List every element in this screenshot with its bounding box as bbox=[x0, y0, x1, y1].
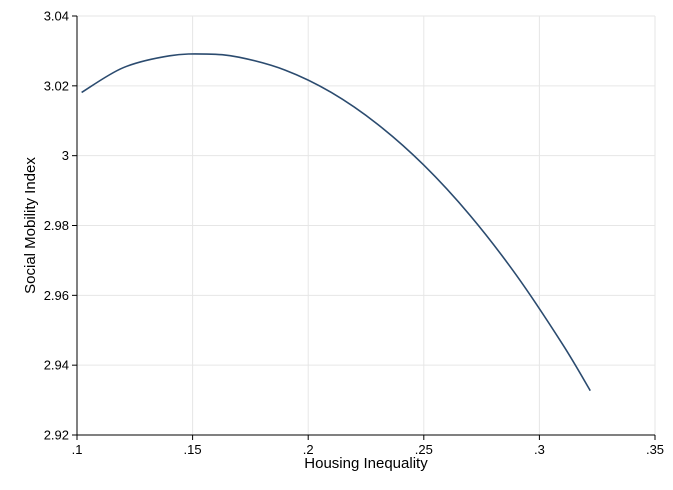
y-tick-label: 2.96 bbox=[44, 288, 69, 303]
x-tick-label: .15 bbox=[184, 442, 202, 457]
y-tick-label: 2.94 bbox=[44, 358, 69, 373]
grid-lines bbox=[76, 15, 656, 436]
series-layer bbox=[81, 53, 591, 392]
y-tick-label: 3 bbox=[62, 148, 69, 163]
y-tick-label: 3.04 bbox=[44, 9, 69, 24]
series-line bbox=[81, 53, 591, 392]
x-tick-label: .3 bbox=[534, 442, 545, 457]
x-tick-label: .1 bbox=[72, 442, 83, 457]
x-tick-label: .2 bbox=[303, 442, 314, 457]
axes bbox=[72, 15, 656, 440]
x-axis-title: Housing Inequality bbox=[304, 455, 428, 472]
x-tick-label: .35 bbox=[646, 442, 664, 457]
y-tick-label: 2.98 bbox=[44, 218, 69, 233]
x-tick-label: .25 bbox=[415, 442, 433, 457]
tick-labels: 2.92 2.94 2.96 2.98 3 3.02 3.04 .1 .15 .2 .25 .3 .35 bbox=[44, 9, 664, 458]
y-tick-label: 3.02 bbox=[44, 78, 69, 93]
y-axis-title: Social Mobility Index bbox=[22, 157, 39, 294]
y-tick-label: 2.92 bbox=[44, 428, 69, 443]
